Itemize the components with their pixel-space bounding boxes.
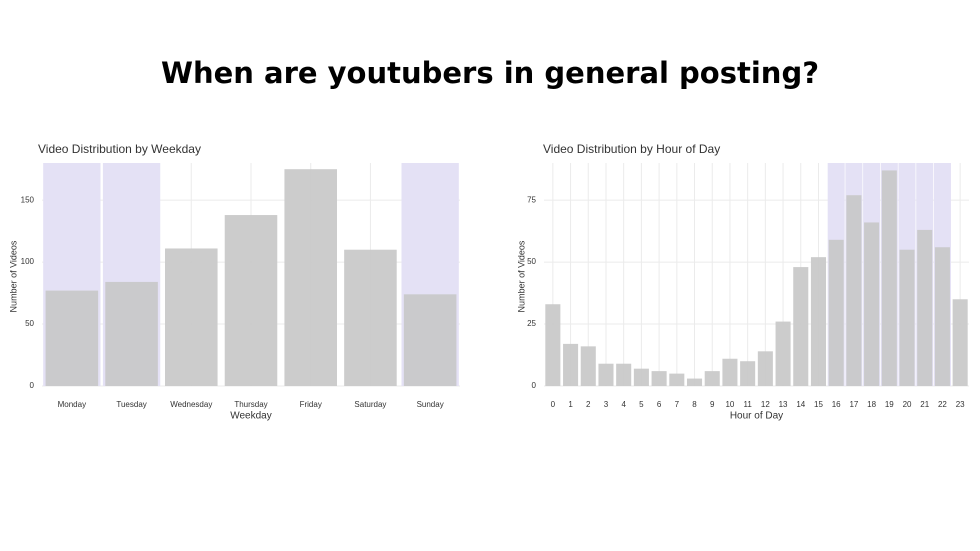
y-tick-label: 0 bbox=[532, 381, 537, 390]
bar bbox=[563, 343, 579, 386]
bar bbox=[284, 169, 337, 386]
bar bbox=[616, 363, 632, 386]
x-tick-label: 15 bbox=[814, 400, 823, 409]
y-tick-label: 100 bbox=[21, 257, 35, 266]
x-tick-label: Thursday bbox=[234, 400, 267, 409]
x-axis-label: Hour of Day bbox=[730, 411, 783, 422]
bar bbox=[934, 247, 950, 386]
x-tick-label: 0 bbox=[551, 400, 556, 409]
x-tick-label: 12 bbox=[761, 400, 770, 409]
bar bbox=[810, 257, 827, 386]
bar bbox=[793, 267, 809, 386]
bar bbox=[952, 299, 968, 386]
bar bbox=[686, 378, 703, 386]
x-tick-label: 6 bbox=[657, 400, 662, 409]
x-tick-label: Wednesday bbox=[170, 400, 212, 409]
x-tick-label: 10 bbox=[725, 400, 734, 409]
x-tick-label: Friday bbox=[300, 400, 322, 409]
bar bbox=[740, 361, 756, 386]
x-tick-label: 9 bbox=[710, 400, 715, 409]
x-tick-label: 7 bbox=[675, 400, 680, 409]
bar bbox=[651, 371, 667, 386]
bar bbox=[775, 321, 791, 386]
bar bbox=[917, 229, 933, 386]
y-tick-label: 25 bbox=[527, 319, 536, 328]
x-tick-label: 19 bbox=[885, 400, 894, 409]
bar bbox=[899, 249, 915, 386]
x-tick-label: Sunday bbox=[417, 400, 444, 409]
x-tick-label: 3 bbox=[604, 400, 609, 409]
y-axis-label: Number of Videos bbox=[8, 240, 18, 312]
y-tick-label: 75 bbox=[527, 195, 536, 204]
bar bbox=[403, 294, 457, 386]
bar bbox=[669, 373, 685, 386]
x-tick-label: 17 bbox=[849, 400, 858, 409]
x-tick-label: Tuesday bbox=[116, 400, 146, 409]
bar bbox=[881, 170, 897, 386]
x-axis-label: Weekday bbox=[230, 411, 272, 422]
x-tick-label: 5 bbox=[639, 400, 644, 409]
x-tick-label: 11 bbox=[743, 400, 752, 409]
bar bbox=[545, 304, 561, 386]
bar bbox=[45, 290, 99, 386]
bar bbox=[580, 346, 596, 386]
x-tick-label: 2 bbox=[586, 400, 591, 409]
x-tick-label: 1 bbox=[568, 400, 573, 409]
x-tick-label: Saturday bbox=[354, 400, 386, 409]
bar bbox=[344, 249, 397, 386]
bar bbox=[224, 215, 278, 386]
slide-title: When are youtubers in general posting? bbox=[161, 56, 819, 90]
x-tick-label: 13 bbox=[779, 400, 788, 409]
bar bbox=[633, 368, 649, 386]
bar bbox=[165, 248, 218, 386]
y-tick-label: 50 bbox=[527, 257, 536, 266]
bar bbox=[757, 351, 773, 386]
y-tick-label: 50 bbox=[25, 319, 34, 328]
bar bbox=[722, 358, 738, 386]
x-tick-label: 18 bbox=[867, 400, 876, 409]
bar bbox=[846, 195, 862, 386]
x-tick-label: 14 bbox=[796, 400, 805, 409]
x-tick-label: 16 bbox=[832, 400, 841, 409]
x-tick-label: 8 bbox=[692, 400, 697, 409]
chart-title: Video Distribution by Hour of Day bbox=[543, 142, 720, 156]
y-axis-label: Number of Videos bbox=[516, 240, 526, 312]
y-tick-label: 0 bbox=[30, 381, 35, 390]
x-tick-label: 20 bbox=[903, 400, 912, 409]
x-tick-label: 23 bbox=[956, 400, 965, 409]
bar bbox=[704, 371, 720, 386]
bar bbox=[864, 222, 880, 386]
x-tick-label: 22 bbox=[938, 400, 947, 409]
y-tick-label: 150 bbox=[21, 195, 35, 204]
bar bbox=[105, 281, 158, 386]
chart-title: Video Distribution by Weekday bbox=[38, 142, 201, 156]
bar bbox=[598, 363, 614, 386]
x-tick-label: 4 bbox=[621, 400, 626, 409]
x-tick-label: 21 bbox=[920, 400, 929, 409]
x-tick-label: Monday bbox=[58, 400, 86, 409]
bar bbox=[828, 239, 844, 386]
